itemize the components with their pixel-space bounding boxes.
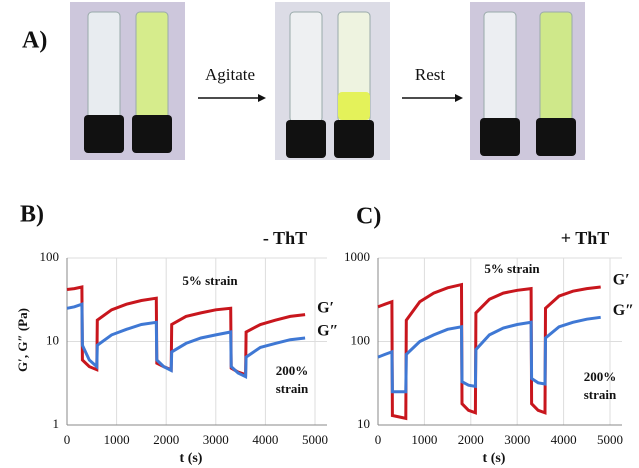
- cap: [536, 118, 576, 156]
- y-tick-label: 1000: [344, 249, 370, 264]
- x-tick-label: 5000: [302, 432, 328, 447]
- step-label: Agitate: [205, 65, 255, 84]
- legend-label: G″: [317, 323, 338, 340]
- x-tick-label: 1000: [104, 432, 130, 447]
- legend-label: G′: [613, 272, 630, 289]
- figure: A) Agitate Rest 110100010002000300040005…: [0, 0, 639, 468]
- annotation: 5% strain: [182, 273, 238, 288]
- x-tick-label: 0: [375, 432, 382, 447]
- cap: [480, 118, 520, 156]
- y-tick-label: 100: [351, 332, 371, 347]
- y-axis-label: G′, G″ (Pa): [15, 308, 30, 372]
- panel-label: C): [356, 204, 381, 230]
- vial: [290, 12, 322, 122]
- vial: [88, 12, 120, 122]
- annotation: 200%: [584, 369, 617, 384]
- x-axis-label: t (s): [483, 451, 506, 466]
- x-tick-label: 0: [64, 432, 71, 447]
- x-tick-label: 3000: [203, 432, 229, 447]
- x-tick-label: 4000: [551, 432, 577, 447]
- x-tick-label: 2000: [153, 432, 179, 447]
- annotation: strain: [276, 381, 309, 396]
- gel: [338, 92, 370, 120]
- x-axis-label: t (s): [180, 451, 203, 466]
- page: {"panel_a": {"label": "A)", "steps": ["A…: [0, 0, 639, 468]
- x-tick-label: 3000: [504, 432, 530, 447]
- vial: [136, 12, 168, 122]
- cap: [132, 115, 172, 153]
- series-line: [378, 317, 601, 392]
- y-tick-label: 10: [46, 332, 59, 347]
- panel-label: A): [22, 28, 47, 54]
- arrowhead: [455, 94, 463, 102]
- photos: [70, 2, 585, 160]
- x-tick-label: 4000: [252, 432, 278, 447]
- step-label: Rest: [415, 65, 446, 84]
- annotation: strain: [584, 387, 617, 402]
- x-tick-label: 2000: [458, 432, 484, 447]
- panel-label: B): [20, 202, 44, 228]
- chart-title: + ThT: [561, 228, 609, 248]
- cap: [84, 115, 124, 153]
- y-tick-label: 1: [53, 416, 60, 431]
- y-tick-label: 100: [40, 249, 60, 264]
- x-tick-label: 1000: [411, 432, 437, 447]
- annotation: 5% strain: [484, 261, 540, 276]
- cap: [286, 120, 326, 158]
- x-tick-label: 5000: [597, 432, 623, 447]
- vial: [540, 12, 572, 122]
- cap: [334, 120, 374, 158]
- series-line: [67, 287, 305, 375]
- vial: [484, 12, 516, 122]
- chart-title: - ThT: [263, 228, 307, 248]
- arrowhead: [258, 94, 266, 102]
- legend-label: G″: [613, 302, 634, 319]
- annotation: 200%: [276, 363, 309, 378]
- y-tick-label: 10: [357, 416, 370, 431]
- legend-label: G′: [317, 299, 334, 316]
